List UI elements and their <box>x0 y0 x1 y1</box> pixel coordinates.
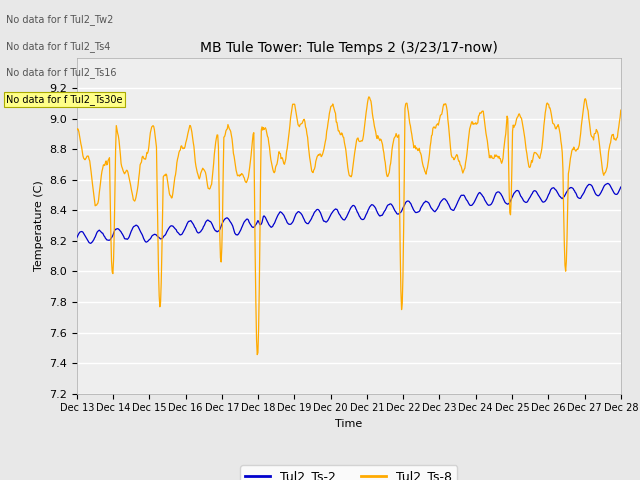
Text: No data for f Tul2_Tw2: No data for f Tul2_Tw2 <box>6 14 114 25</box>
Y-axis label: Temperature (C): Temperature (C) <box>34 180 44 271</box>
Text: No data for f Tul2_Ts4: No data for f Tul2_Ts4 <box>6 41 111 52</box>
Text: No data for f Tul2_Ts30e: No data for f Tul2_Ts30e <box>6 94 123 105</box>
Legend: Tul2_Ts-2, Tul2_Ts-8: Tul2_Ts-2, Tul2_Ts-8 <box>241 465 457 480</box>
Title: MB Tule Tower: Tule Temps 2 (3/23/17-now): MB Tule Tower: Tule Temps 2 (3/23/17-now… <box>200 41 498 55</box>
Text: No data for f Tul2_Ts16: No data for f Tul2_Ts16 <box>6 67 117 78</box>
X-axis label: Time: Time <box>335 419 362 429</box>
